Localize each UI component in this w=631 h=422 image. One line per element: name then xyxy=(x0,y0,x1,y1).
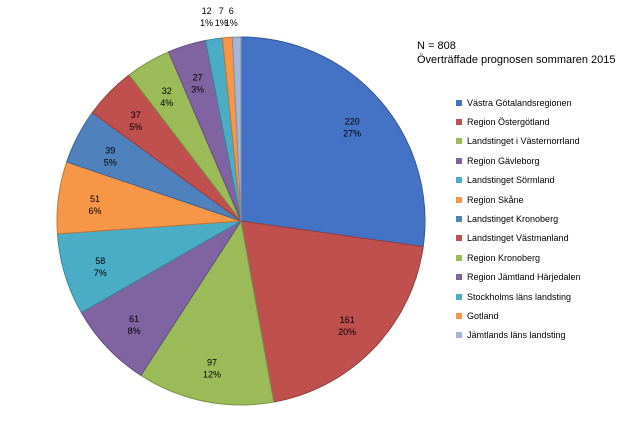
legend-swatch-12 xyxy=(456,332,462,339)
legend-label-5: Region Skåne xyxy=(467,194,524,205)
legend-swatch-5 xyxy=(456,196,462,203)
slice-label-7: 37 5% xyxy=(129,110,142,132)
slice-value-9: 27 xyxy=(193,72,203,82)
slice-label-12: 6 1% xyxy=(225,6,238,28)
slice-percent-3: 8% xyxy=(128,326,141,336)
legend-item-5: Region Skåne xyxy=(456,190,581,209)
slice-label-8: 32 4% xyxy=(160,86,173,108)
slice-percent-10: 1% xyxy=(200,18,213,28)
slice-label-1: 161 20% xyxy=(338,315,356,337)
legend-label-0: Västra Götalandsregionen xyxy=(467,97,572,108)
legend-label-9: Region Jämtland Härjedalen xyxy=(467,272,581,283)
slice-percent-8: 4% xyxy=(160,98,173,108)
slice-percent-9: 3% xyxy=(191,84,204,94)
slice-label-3: 61 8% xyxy=(128,314,141,336)
legend-label-12: Jämtlands läns landsting xyxy=(467,330,566,341)
slice-label-11: 7 1% xyxy=(215,6,228,28)
slice-label-0: 220 27% xyxy=(343,116,361,138)
pie-slice-0 xyxy=(240,36,426,248)
legend-label-6: Landstinget Kronoberg xyxy=(467,214,559,225)
legend-item-8: Region Kronoberg xyxy=(456,248,581,267)
slice-value-8: 32 xyxy=(162,86,172,96)
legend-swatch-4 xyxy=(456,177,462,184)
legend-label-2: Landstinget i Västernorrland xyxy=(467,136,580,147)
slice-percent-7: 5% xyxy=(129,122,142,132)
legend-swatch-2 xyxy=(456,138,462,145)
legend-label-8: Region Kronoberg xyxy=(467,252,541,263)
legend-label-11: Gotland xyxy=(467,310,499,321)
legend-item-4: Landstinget Sörmland xyxy=(456,171,581,190)
slice-value-11: 7 xyxy=(219,6,224,16)
legend-label-4: Landstinget Sörmland xyxy=(467,175,555,186)
legend-item-9: Region Jämtland Härjedalen xyxy=(456,268,581,287)
legend-swatch-9 xyxy=(456,274,462,281)
legend-label-10: Stockholms läns landsting xyxy=(467,291,572,302)
slice-percent-1: 20% xyxy=(338,327,356,337)
slice-label-10: 12 1% xyxy=(200,6,213,28)
pie-slice-2 xyxy=(140,219,275,406)
slice-percent-11: 1% xyxy=(215,18,228,28)
slice-value-12: 6 xyxy=(229,6,234,16)
legend-item-10: Stockholms läns landsting xyxy=(456,287,581,306)
legend-swatch-0 xyxy=(456,99,462,106)
slice-percent-6: 5% xyxy=(104,157,117,167)
legend-swatch-7 xyxy=(456,235,462,242)
slice-percent-2: 12% xyxy=(203,369,221,379)
slice-percent-12: 1% xyxy=(225,18,238,28)
legend-item-1: Region Östergötland xyxy=(456,112,581,131)
slice-percent-5: 6% xyxy=(88,206,101,216)
legend-item-12: Jämtlands läns landsting xyxy=(456,326,581,345)
legend-swatch-11 xyxy=(456,312,462,319)
legend-item-0: Västra Götalandsregionen xyxy=(456,93,581,112)
slice-value-5: 51 xyxy=(90,194,100,204)
n-label: N = 808 xyxy=(417,40,456,52)
legend-label-1: Region Östergötland xyxy=(467,117,550,128)
legend-swatch-8 xyxy=(456,254,462,261)
chart-subtitle: Överträffade prognosen sommaren 2015 xyxy=(417,54,616,66)
legend-swatch-6 xyxy=(456,216,462,223)
slice-value-1: 161 xyxy=(340,315,355,325)
slice-value-4: 58 xyxy=(95,256,105,266)
legend-swatch-1 xyxy=(456,119,462,126)
legend-swatch-10 xyxy=(456,293,462,300)
slice-label-6: 39 5% xyxy=(104,145,117,167)
slice-value-0: 220 xyxy=(345,116,360,126)
legend-swatch-3 xyxy=(456,157,462,164)
legend-item-6: Landstinget Kronoberg xyxy=(456,209,581,228)
slice-label-4: 58 7% xyxy=(94,256,107,278)
legend-label-3: Region Gävleborg xyxy=(467,155,540,166)
slice-percent-0: 27% xyxy=(343,128,361,138)
slice-value-10: 12 xyxy=(202,6,212,16)
legend-item-7: Landstinget Västmanland xyxy=(456,229,581,248)
pie-slice-1 xyxy=(240,220,424,403)
chart-legend: Västra Götalandsregionen Region Östergötl… xyxy=(456,93,581,345)
slice-value-7: 37 xyxy=(131,110,141,120)
slice-value-3: 61 xyxy=(129,314,139,324)
legend-item-2: Landstinget i Västernorrland xyxy=(456,132,581,151)
pie-slice-12 xyxy=(231,36,242,222)
legend-item-11: Gotland xyxy=(456,306,581,325)
legend-item-3: Region Gävleborg xyxy=(456,151,581,170)
slice-value-2: 97 xyxy=(207,357,217,367)
slice-percent-4: 7% xyxy=(94,268,107,278)
slice-label-5: 51 6% xyxy=(88,194,101,216)
slice-label-2: 97 12% xyxy=(203,357,221,379)
slice-value-6: 39 xyxy=(105,145,115,155)
slice-label-9: 27 3% xyxy=(191,72,204,94)
legend-label-7: Landstinget Västmanland xyxy=(467,233,569,244)
